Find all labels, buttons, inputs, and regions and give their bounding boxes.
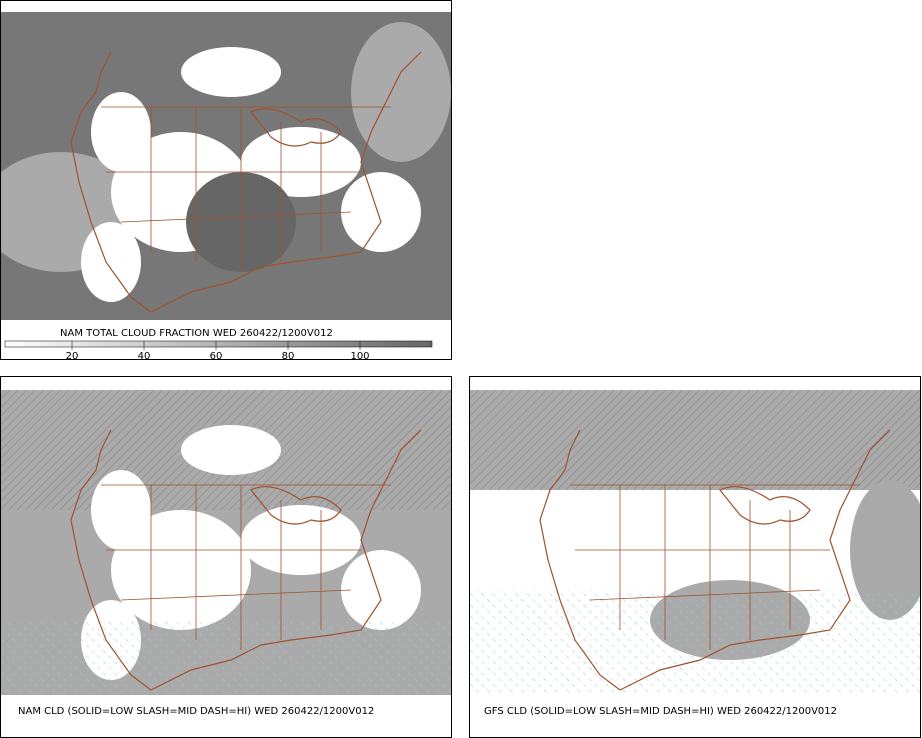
colorbar-tick-label: 40 (138, 351, 151, 362)
caption: GFS CLD (SOLID=LOW SLASH=MID DASH=HI) WE… (484, 706, 837, 717)
caption: NAM TOTAL CLOUD FRACTION WED 260422/1200… (60, 328, 333, 339)
map (1, 390, 451, 695)
caption: NAM CLD (SOLID=LOW SLASH=MID DASH=HI) WE… (18, 706, 374, 717)
map (1, 12, 451, 320)
panel-nam-cld: NAM CLD (SOLID=LOW SLASH=MID DASH=HI) WE… (0, 376, 452, 738)
panel-gfs-cld: GFS CLD (SOLID=LOW SLASH=MID DASH=HI) WE… (469, 376, 921, 738)
colorbar (4, 340, 433, 348)
panel-nam-total: NAM TOTAL CLOUD FRACTION WED 260422/1200… (0, 0, 452, 362)
colorbar-tick-label: 60 (210, 351, 223, 362)
colorbar-tick-label: 80 (282, 351, 295, 362)
colorbar-tick-label: 20 (66, 351, 79, 362)
map (470, 390, 920, 695)
panel-frame (0, 0, 452, 360)
colorbar-tick-label: 100 (350, 351, 369, 362)
